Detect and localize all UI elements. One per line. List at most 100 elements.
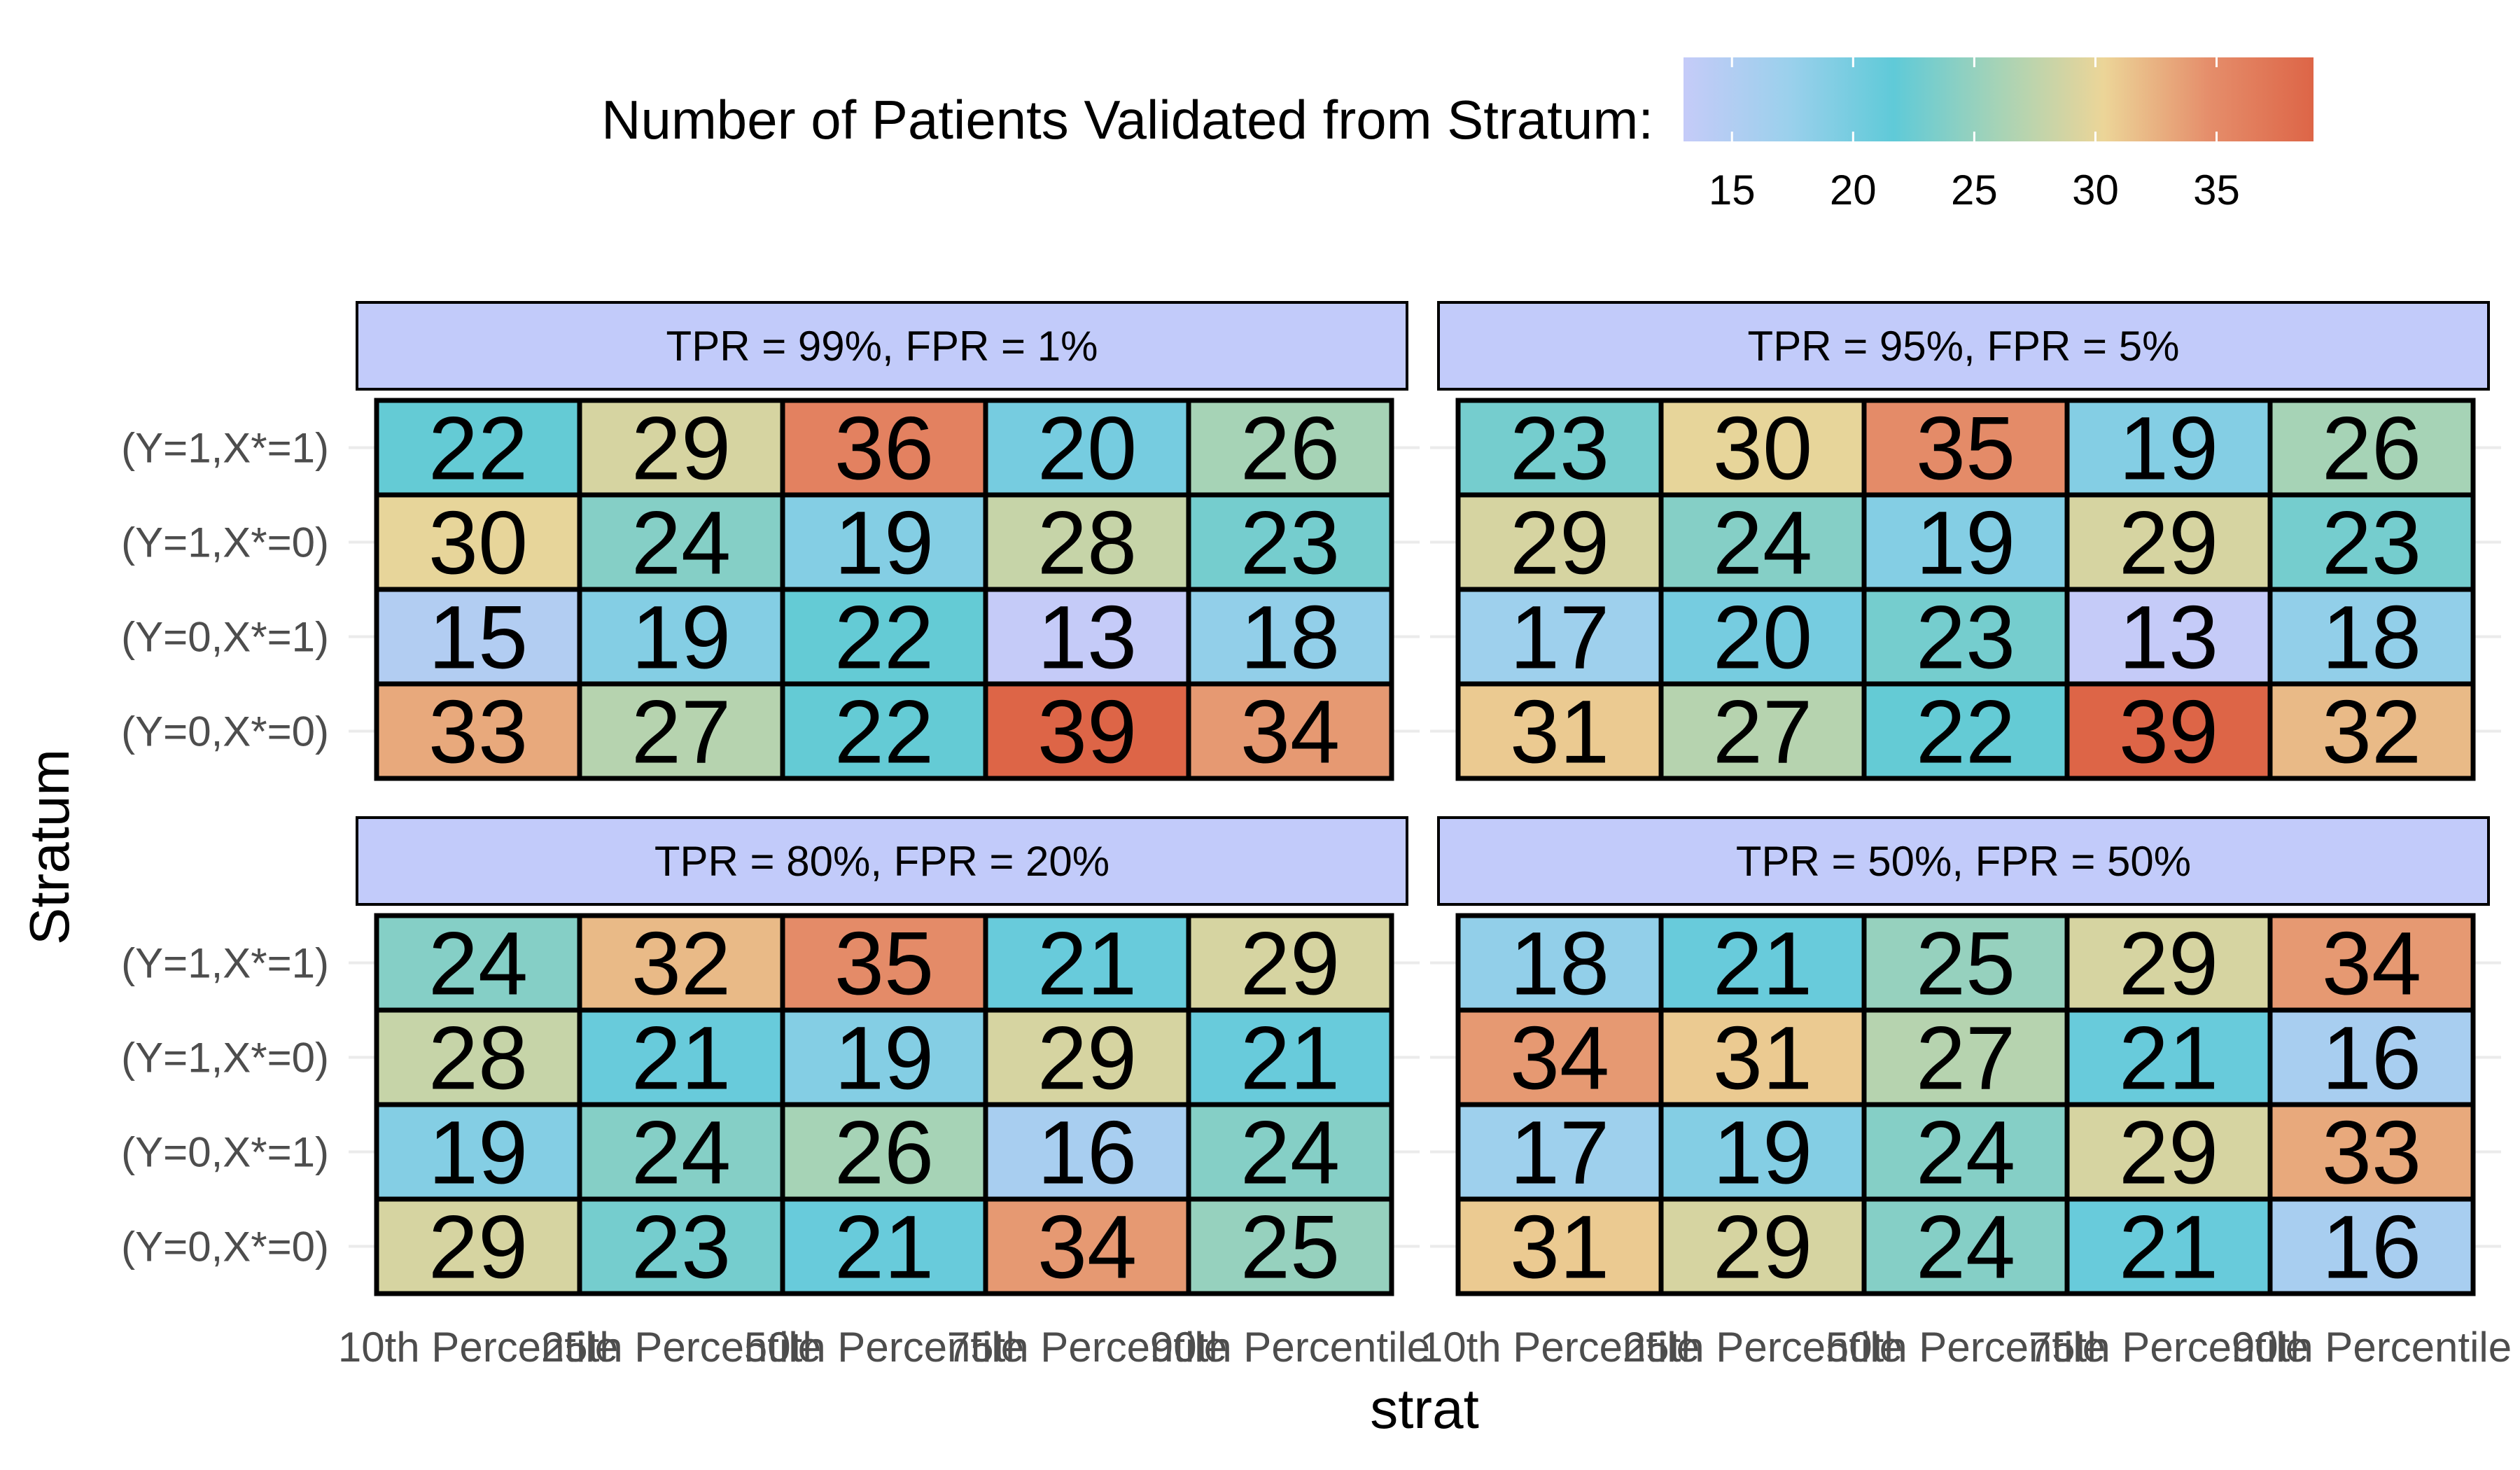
cell-value-label: 19	[428, 1103, 528, 1203]
cell-value-label: 29	[631, 399, 731, 499]
heatmap-cell	[1658, 1196, 1867, 1296]
cell-value-label: 19	[1713, 1103, 1812, 1203]
cell-value-label: 25	[1916, 914, 2015, 1014]
cell-value-label: 29	[1713, 1198, 1812, 1298]
y-tick-label: (Y=0,X*=0)	[121, 708, 329, 755]
cell-value-label: 16	[2322, 1009, 2421, 1109]
cell-value-label: 23	[1240, 493, 1340, 594]
cell-value-label: 34	[2322, 914, 2421, 1014]
heatmap-cell	[1186, 1196, 1394, 1296]
cell-value-label: 33	[428, 682, 528, 783]
heatmap-cell	[1861, 1102, 2070, 1202]
cell-value-label: 34	[1510, 1009, 1609, 1109]
heatmap-cell	[780, 398, 988, 498]
cell-value-label: 20	[1713, 588, 1812, 688]
heatmap-cell	[374, 587, 582, 687]
heatmap-cell	[780, 492, 988, 592]
cell-value-label: 19	[631, 588, 731, 688]
facet-strip	[356, 301, 1408, 391]
heatmap-cell	[780, 681, 988, 781]
heatmap-cell	[1658, 1007, 1867, 1107]
cell-value-label: 17	[1510, 1103, 1609, 1203]
x-tick-label: 90th Percentile	[1150, 1324, 1430, 1371]
facet-strip-label: TPR = 95%, FPR = 5%	[1748, 323, 2180, 370]
cell-value-label: 15	[428, 588, 528, 688]
cell-value-label: 26	[2322, 399, 2421, 499]
cell-value-label: 28	[428, 1009, 528, 1109]
cell-value-label: 29	[1240, 914, 1340, 1014]
cell-value-label: 30	[1713, 399, 1812, 499]
cell-value-label: 18	[1240, 588, 1340, 688]
cell-value-label: 21	[834, 1198, 934, 1298]
cell-value-label: 19	[2119, 399, 2218, 499]
heatmap-cell	[374, 1196, 582, 1296]
heatmap-cell	[2267, 492, 2476, 592]
cell-value-label: 29	[2119, 493, 2218, 594]
legend-tick-label: 25	[1951, 167, 1998, 214]
cell-value-label: 19	[834, 1009, 934, 1109]
y-tick-label: (Y=0,X*=1)	[121, 614, 329, 661]
heatmap-cell	[1455, 492, 1664, 592]
cell-value-label: 16	[1037, 1103, 1137, 1203]
y-tick-label: (Y=0,X*=1)	[121, 1129, 329, 1176]
cell-value-label: 27	[1916, 1009, 2015, 1109]
cell-value-label: 24	[631, 493, 731, 594]
legend-tick-label: 15	[1709, 167, 1756, 214]
cell-value-label: 25	[1240, 1198, 1340, 1298]
cell-value-label: 24	[1916, 1103, 2015, 1203]
legend-tick-label: 30	[2072, 167, 2119, 214]
cell-value-label: 32	[2322, 682, 2421, 783]
cell-value-label: 30	[428, 493, 528, 594]
cell-value-label: 31	[1713, 1009, 1812, 1109]
facet-strip	[356, 816, 1408, 906]
cell-value-label: 27	[1713, 682, 1812, 783]
heatmap-cell	[2267, 681, 2476, 781]
heatmap-cell	[1658, 913, 1867, 1013]
cell-value-label: 18	[2322, 588, 2421, 688]
cell-value-label: 29	[428, 1198, 528, 1298]
heatmap-cell	[2064, 1196, 2273, 1296]
heatmap-cell	[577, 913, 785, 1013]
legend-tick-label: 20	[1830, 167, 1877, 214]
cell-value-label: 22	[834, 588, 934, 688]
x-tick-label: 25th Percentile	[1623, 1324, 1903, 1371]
cell-value-label: 31	[1510, 1198, 1609, 1298]
cell-value-label: 34	[1240, 682, 1340, 783]
cell-value-label: 35	[1916, 399, 2015, 499]
cell-value-label: 31	[1510, 682, 1609, 783]
heatmap-cell	[1658, 398, 1867, 498]
legend-title: Number of Patients Validated from Stratu…	[601, 89, 1653, 150]
heatmap-cell	[780, 913, 988, 1013]
y-tick-label: (Y=0,X*=0)	[121, 1224, 329, 1270]
cell-value-label: 29	[2119, 914, 2218, 1014]
cell-value-label: 23	[631, 1198, 731, 1298]
heatmap-cell	[374, 681, 582, 781]
cell-value-label: 24	[428, 914, 528, 1014]
heatmap-cell	[780, 1007, 988, 1107]
cell-value-label: 21	[2119, 1198, 2218, 1298]
cell-value-label: 21	[1713, 914, 1812, 1014]
facet-strip-label: TPR = 99%, FPR = 1%	[666, 323, 1098, 370]
y-tick-label: (Y=1,X*=1)	[121, 425, 329, 472]
facet-strip	[1437, 301, 2490, 391]
cell-value-label: 22	[1916, 682, 2015, 783]
x-tick-label: 50th Percentile	[1826, 1324, 2106, 1371]
heatmap-cell	[2267, 1196, 2476, 1296]
cell-value-label: 24	[631, 1103, 731, 1203]
cell-value-label: 21	[631, 1009, 731, 1109]
heatmap-cell	[983, 681, 1191, 781]
x-tick-label: 10th Percentile	[338, 1324, 618, 1371]
cell-value-label: 26	[834, 1103, 934, 1203]
cell-value-label: 19	[1916, 493, 2015, 594]
cell-value-label: 28	[1037, 493, 1137, 594]
x-axis-title: strat	[1370, 1378, 1479, 1440]
cell-value-label: 18	[1510, 914, 1609, 1014]
heatmap-cell	[1186, 913, 1394, 1013]
cell-value-label: 29	[1037, 1009, 1137, 1109]
legend-tick-label: 35	[2193, 167, 2240, 214]
